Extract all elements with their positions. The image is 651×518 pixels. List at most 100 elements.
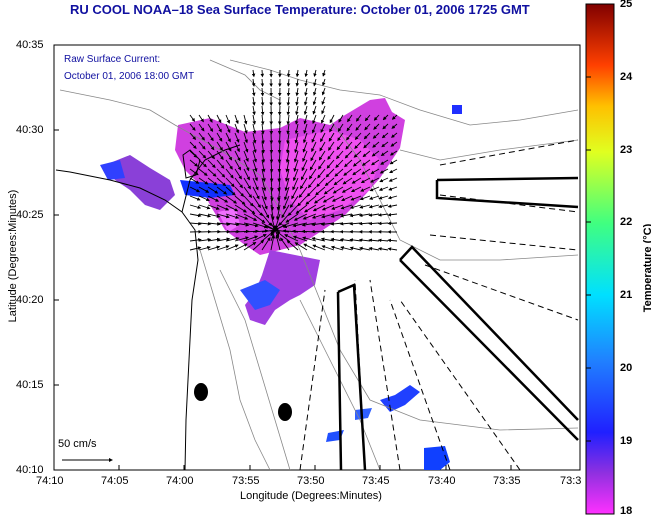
current-vector	[285, 213, 299, 223]
current-vector	[312, 204, 326, 212]
current-vector	[311, 132, 317, 143]
current-vector	[322, 78, 326, 87]
current-vector	[378, 195, 389, 200]
colorbar-ticks	[586, 76, 591, 442]
current-vector	[358, 238, 371, 242]
current-vector	[261, 159, 266, 173]
current-vector	[207, 114, 213, 123]
current-vector	[277, 132, 282, 145]
current-vector	[368, 221, 380, 226]
current-vector	[269, 168, 274, 183]
current-vector	[276, 195, 281, 211]
y-tick-label: 40:15	[16, 379, 44, 391]
current-vector	[327, 150, 335, 160]
current-vector	[243, 195, 254, 207]
current-vector	[207, 123, 214, 133]
current-vector	[198, 204, 211, 210]
current-vector	[260, 105, 265, 116]
current-vector	[207, 168, 217, 177]
current-vector	[350, 186, 362, 193]
current-vector	[295, 78, 300, 87]
current-vector	[207, 245, 221, 251]
current-vector	[391, 132, 398, 138]
current-vector	[207, 186, 219, 194]
current-vector	[216, 123, 222, 133]
current-vector	[306, 186, 317, 197]
current-vector	[261, 132, 265, 145]
map-title: RU COOL NOAA–18 Sea Surface Temperature:…	[70, 2, 530, 17]
current-vector	[225, 236, 240, 242]
current-vector	[225, 168, 234, 179]
current-vector	[320, 132, 326, 143]
current-vector	[382, 114, 389, 121]
current-vector	[300, 177, 308, 190]
current-vector	[293, 150, 299, 163]
current-vector	[289, 195, 299, 209]
colorbar-tick-label: 20	[620, 362, 633, 374]
current-vector	[361, 159, 371, 166]
current-vector	[261, 186, 267, 201]
current-vector	[368, 204, 380, 209]
x-axis-label: Longitude (Degrees:Minutes)	[240, 490, 382, 502]
current-vector	[387, 204, 398, 208]
current-vector	[207, 237, 221, 242]
current-vector	[260, 96, 265, 106]
current-vector	[252, 141, 257, 154]
current-vector	[243, 114, 248, 125]
current-vector	[189, 213, 202, 218]
current-vector	[216, 114, 222, 124]
current-vector	[336, 150, 344, 160]
current-vector	[189, 177, 200, 184]
current-vector	[381, 132, 389, 139]
current-vector	[364, 114, 371, 122]
current-vector	[387, 247, 398, 251]
current-vector	[353, 150, 362, 158]
current-vector	[343, 168, 353, 176]
current-vector	[216, 222, 231, 226]
current-vector	[243, 132, 248, 144]
current-vector	[295, 96, 299, 106]
x-tick-label: 74:10	[36, 475, 64, 487]
current-vector	[331, 195, 344, 202]
current-vector	[305, 195, 317, 205]
current-vector	[303, 96, 308, 106]
current-vector	[284, 186, 290, 201]
current-vector	[312, 114, 317, 125]
current-vector	[389, 168, 398, 174]
current-vector	[252, 168, 258, 182]
current-vector	[294, 123, 299, 135]
current-vector	[312, 96, 317, 106]
x-tick-label: 73:55	[232, 475, 260, 487]
current-vector	[261, 204, 270, 219]
current-vector	[286, 78, 291, 87]
current-vector	[351, 177, 362, 184]
current-vector	[243, 186, 253, 199]
current-vector	[216, 132, 223, 142]
current-vector	[234, 177, 243, 189]
current-vector	[277, 159, 282, 173]
current-vector	[261, 141, 265, 154]
current-vector	[252, 239, 265, 251]
current-vector	[315, 186, 326, 196]
current-vector	[302, 141, 308, 153]
current-vector	[207, 141, 215, 151]
current-vector	[286, 69, 291, 78]
current-vector	[312, 105, 317, 115]
current-vector	[252, 123, 257, 135]
current-vector	[207, 150, 215, 160]
current-vector	[378, 204, 389, 209]
current-vector	[270, 234, 276, 251]
surface-current-vectors	[189, 69, 398, 251]
current-vector	[261, 168, 266, 182]
current-vector	[370, 168, 380, 174]
current-vector	[261, 195, 268, 210]
current-vector	[252, 132, 257, 144]
current-vector	[354, 132, 362, 140]
current-vector	[243, 159, 250, 172]
current-vector	[189, 150, 198, 158]
current-vector	[294, 114, 299, 125]
current-vector	[329, 123, 335, 133]
current-vector	[276, 186, 281, 202]
current-vector	[355, 114, 362, 122]
